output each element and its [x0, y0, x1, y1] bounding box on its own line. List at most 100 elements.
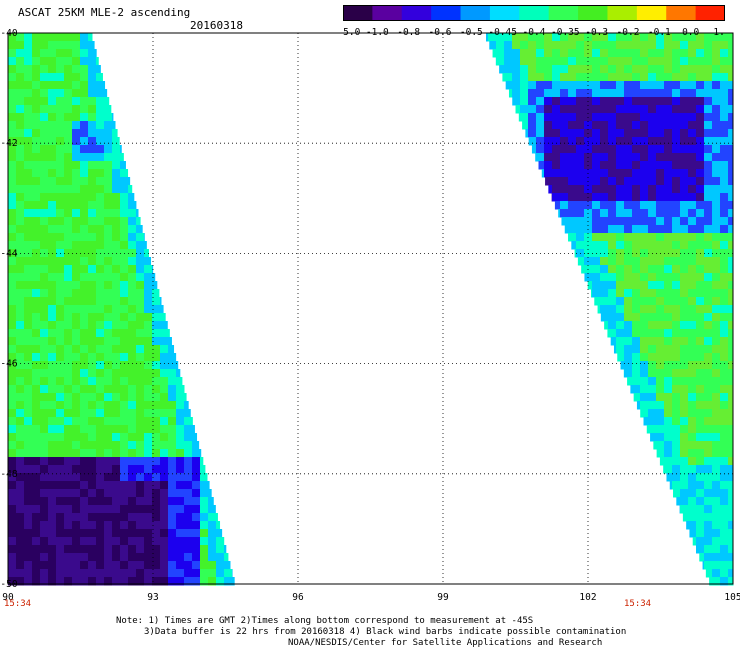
swath-cell: [72, 217, 81, 226]
swath-cell: [160, 569, 169, 578]
swath-cell: [648, 153, 657, 162]
swath-cell: [680, 257, 689, 266]
swath-cell: [568, 97, 577, 106]
swath-cell: [528, 97, 537, 106]
swath-cell: [144, 337, 153, 346]
swath-cell: [552, 137, 561, 146]
swath-cell: [688, 401, 697, 410]
swath-cell: [664, 377, 673, 386]
swath-cell: [72, 561, 81, 570]
swath-cell: [24, 57, 33, 66]
swath-cell: [144, 289, 153, 298]
swath-cell: [32, 169, 41, 178]
swath-cell: [64, 201, 73, 210]
swath-cell: [48, 417, 57, 426]
swath-cell: [56, 449, 65, 458]
swath-cell: [56, 241, 65, 250]
swath-cell: [176, 425, 185, 434]
swath-cell: [664, 289, 673, 298]
swath-cell: [656, 313, 665, 322]
swath-cell: [712, 353, 721, 362]
swath-cell: [664, 129, 673, 138]
swath-cell: [688, 145, 697, 154]
swath-cell: [64, 233, 73, 242]
swath-cell: [640, 113, 649, 122]
swath-cell: [704, 353, 713, 362]
swath-cell: [696, 41, 705, 50]
swath-cell: [88, 217, 97, 226]
swath-cell: [576, 33, 585, 42]
swath-cell: [88, 257, 97, 266]
swath-cell: [704, 97, 713, 106]
swath-cell: [696, 361, 705, 370]
swath-cell: [608, 217, 617, 226]
swath-cell: [608, 81, 617, 90]
swath-cell: [88, 497, 97, 506]
swath-cell: [136, 313, 145, 322]
swath-cell: [216, 529, 223, 538]
swath-cell: [16, 241, 25, 250]
swath-cell: [512, 49, 521, 58]
swath-cell: [144, 361, 153, 370]
swath-cell: [16, 273, 25, 282]
swath-cell: [120, 233, 129, 242]
swath-cell: [56, 177, 65, 186]
swath-cell: [200, 497, 209, 506]
swath-cell: [24, 273, 33, 282]
swath-cell: [536, 57, 545, 66]
swath-cell: [672, 449, 681, 458]
swath-cell: [515, 105, 525, 114]
swath-cell: [600, 33, 609, 42]
swath-cell: [104, 273, 113, 282]
swath-cell: [624, 225, 633, 234]
swath-cell: [704, 113, 713, 122]
swath-cell: [688, 153, 697, 162]
swath-cell: [696, 465, 705, 474]
swath-cell: [704, 129, 713, 138]
swath-cell: [552, 57, 561, 66]
swath-cell: [536, 105, 545, 114]
swath-cell: [72, 89, 81, 98]
swath-cell: [40, 233, 49, 242]
swath-cell: [40, 353, 49, 362]
swath-cell: [32, 73, 41, 82]
swath-cell: [568, 73, 577, 82]
swath-cell: [64, 481, 73, 490]
swath-cell: [40, 73, 49, 82]
swath-cell: [176, 393, 185, 402]
swath-cell: [40, 529, 49, 538]
swath-cell: [16, 65, 25, 74]
swath-cell: [56, 457, 65, 466]
swath-cell: [680, 449, 689, 458]
swath-cell: [568, 49, 577, 58]
swath-cell: [72, 425, 81, 434]
swath-cell: [680, 129, 689, 138]
swath-cell: [664, 201, 673, 210]
right-time-label: 15:34: [624, 599, 652, 609]
swath-cell: [704, 281, 713, 290]
swath-cell: [616, 273, 625, 282]
swath-cell: [704, 489, 713, 498]
swath-cell: [16, 137, 25, 146]
swath-cell: [88, 225, 97, 234]
swath-cell: [688, 65, 697, 74]
swath-cell: [624, 289, 633, 298]
swath-cell: [656, 73, 665, 82]
swath-cell: [688, 121, 697, 130]
swath-cell: [24, 449, 33, 458]
swath-cell: [648, 41, 657, 50]
swath-cell: [640, 193, 649, 202]
swath-cell: [56, 73, 65, 82]
swath-cell: [640, 185, 649, 194]
swath-cell: [40, 105, 49, 114]
swath-cell: [712, 105, 721, 114]
swath-cell: [64, 521, 73, 530]
swath-cell: [616, 169, 625, 178]
swath-cell: [672, 161, 681, 170]
swath-cell: [704, 153, 713, 162]
swath-cell: [56, 345, 65, 354]
swath-cell: [576, 57, 585, 66]
swath-cell: [8, 113, 17, 122]
swath-cell: [648, 393, 657, 402]
swath-cell: [632, 73, 641, 82]
